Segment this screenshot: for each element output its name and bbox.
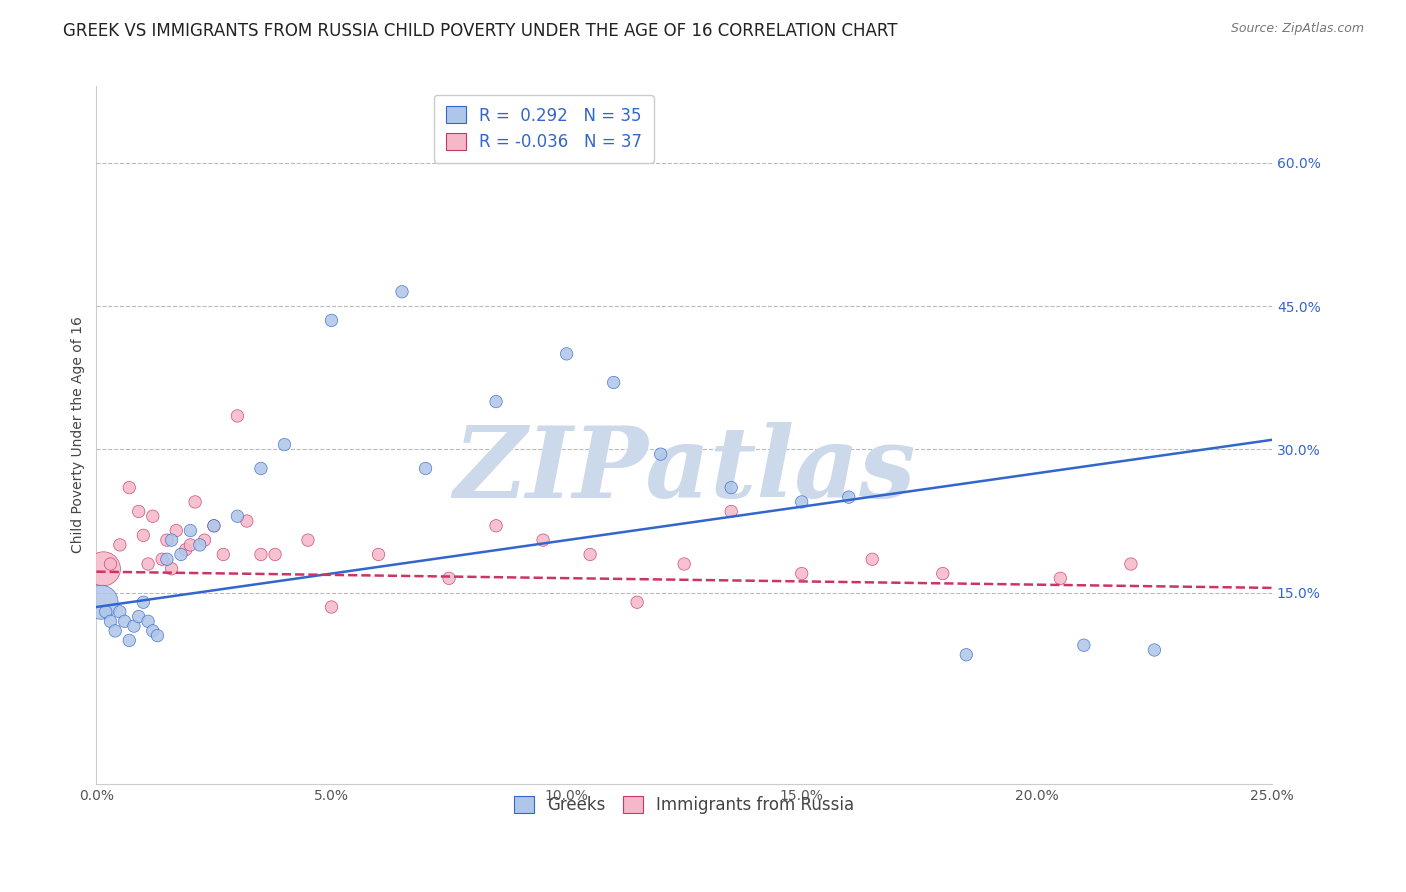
Point xyxy=(1119,557,1142,571)
Point xyxy=(90,595,112,609)
Point xyxy=(321,313,343,327)
Point xyxy=(273,437,295,451)
Point xyxy=(236,514,259,528)
Point xyxy=(193,533,215,548)
Point xyxy=(188,538,211,552)
Y-axis label: Child Poverty Under the Age of 16: Child Poverty Under the Age of 16 xyxy=(72,317,86,553)
Point xyxy=(118,481,141,495)
Point xyxy=(108,605,131,619)
Point xyxy=(932,566,955,581)
Point xyxy=(1143,643,1166,657)
Point xyxy=(250,461,273,475)
Point xyxy=(250,548,273,562)
Point xyxy=(179,524,201,538)
Point xyxy=(202,518,225,533)
Point xyxy=(485,394,508,409)
Point xyxy=(860,552,883,566)
Point xyxy=(136,557,159,571)
Point xyxy=(142,624,165,638)
Point xyxy=(297,533,319,548)
Point xyxy=(136,615,159,629)
Point xyxy=(156,552,179,566)
Point xyxy=(579,548,602,562)
Point xyxy=(720,504,742,518)
Point xyxy=(142,509,165,524)
Point xyxy=(132,528,155,542)
Point xyxy=(264,548,287,562)
Point xyxy=(415,461,437,475)
Point xyxy=(790,495,813,509)
Point xyxy=(160,533,183,548)
Point xyxy=(93,562,115,576)
Point xyxy=(673,557,696,571)
Point xyxy=(391,285,413,299)
Point xyxy=(226,409,249,423)
Point xyxy=(150,552,173,566)
Legend: Greeks, Immigrants from Russia: Greeks, Immigrants from Russia xyxy=(505,786,865,824)
Point xyxy=(626,595,648,609)
Point xyxy=(165,524,187,538)
Point xyxy=(212,548,235,562)
Text: GREEK VS IMMIGRANTS FROM RUSSIA CHILD POVERTY UNDER THE AGE OF 16 CORRELATION CH: GREEK VS IMMIGRANTS FROM RUSSIA CHILD PO… xyxy=(63,22,898,40)
Point xyxy=(226,509,249,524)
Text: ZIPatlas: ZIPatlas xyxy=(453,422,915,518)
Point xyxy=(790,566,813,581)
Point xyxy=(114,615,136,629)
Point xyxy=(1049,571,1071,585)
Point xyxy=(122,619,145,633)
Point xyxy=(108,538,131,552)
Point xyxy=(955,648,977,662)
Point xyxy=(184,495,207,509)
Point xyxy=(118,633,141,648)
Point xyxy=(367,548,389,562)
Point xyxy=(170,548,193,562)
Point xyxy=(650,447,672,461)
Point xyxy=(202,518,225,533)
Point xyxy=(555,347,578,361)
Point xyxy=(104,624,127,638)
Point xyxy=(321,599,343,614)
Point xyxy=(100,615,122,629)
Point xyxy=(160,562,183,576)
Point xyxy=(179,538,201,552)
Point xyxy=(94,605,117,619)
Point xyxy=(128,609,150,624)
Point xyxy=(1073,638,1095,652)
Point xyxy=(720,481,742,495)
Point xyxy=(128,504,150,518)
Point xyxy=(602,376,624,390)
Text: Source: ZipAtlas.com: Source: ZipAtlas.com xyxy=(1230,22,1364,36)
Point xyxy=(132,595,155,609)
Point xyxy=(174,542,197,557)
Point xyxy=(531,533,554,548)
Point xyxy=(156,533,179,548)
Point xyxy=(100,557,122,571)
Point xyxy=(838,490,860,504)
Point xyxy=(146,629,169,643)
Point xyxy=(437,571,460,585)
Point xyxy=(485,518,508,533)
